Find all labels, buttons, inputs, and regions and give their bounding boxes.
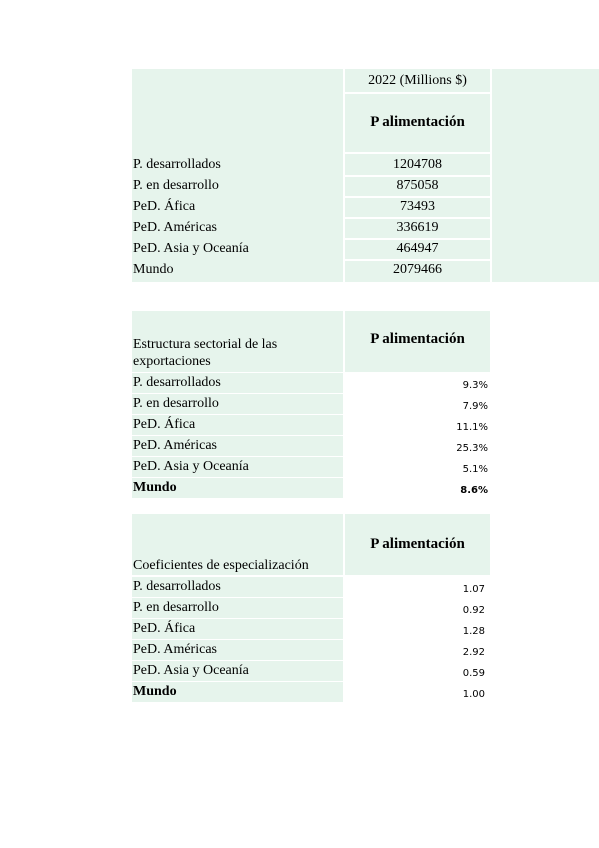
table3-row-label-total: Mundo (133, 684, 177, 699)
table3-title: Coeficientes de especialización (133, 558, 309, 573)
table1-row-value: 1204708 (393, 157, 442, 172)
table1-header-divider (345, 92, 490, 94)
table3-row-value: 0.59 (462, 668, 485, 679)
table3-row-value: 1.07 (462, 584, 485, 595)
table1-row-divider (345, 238, 490, 240)
table1-row-value: 73493 (400, 199, 435, 214)
table1-row-label: PeD. Asia y Oceanía (133, 241, 249, 256)
table1-row-value: 464947 (396, 241, 439, 256)
table2-row-value: 11.1% (456, 422, 488, 433)
table3-title-cell (132, 514, 343, 575)
table3-row-label-bg (132, 577, 343, 597)
table2-row-label: P. desarrollados (133, 375, 221, 390)
table1-row-value: 2079466 (393, 262, 442, 277)
table1-row-label: P. en desarrollo (133, 178, 219, 193)
table3-row-label-bg (132, 661, 343, 681)
table2-title-cell (132, 311, 343, 372)
table3-row-value: 2.92 (462, 647, 485, 658)
table1-row-label: PeD. Áfica (133, 199, 196, 214)
table2-row-label-bg (132, 394, 343, 414)
table3-row-label-bg (132, 619, 343, 639)
table2-title: Estructura sectorial de las exportacione… (133, 337, 278, 369)
table1-row-value: 875058 (396, 178, 439, 193)
table3-row-label-bg (132, 682, 343, 702)
table3-row-label: PeD. Áfica (133, 621, 196, 636)
table3-row-label-bg (132, 640, 343, 660)
table1-row-label: Mundo (133, 262, 174, 277)
table2-row-value-total: 8.6% (460, 485, 488, 496)
table2-row-label-bg (132, 415, 343, 435)
table1-row-divider (345, 196, 490, 198)
table2-row-label-bg (132, 436, 343, 456)
table1-subheader-divider (345, 152, 490, 154)
table1-row-label: P. desarrollados (133, 157, 221, 172)
table2-row-label-bg (132, 457, 343, 477)
table3-row-value-total: 1.00 (462, 689, 485, 700)
table2-row-value: 9.3% (462, 380, 488, 391)
table2-row-label: PeD. Américas (133, 438, 217, 453)
table1-row-label: PeD. Américas (133, 220, 217, 235)
table2-row-label-bg (132, 373, 343, 393)
table3-row-value: 1.28 (462, 626, 485, 637)
table2-row-value: 25.3% (456, 443, 488, 454)
table3-header-cell (345, 514, 490, 575)
table1-year-header: 2022 (Millions $) (368, 73, 467, 88)
table2-header-cell (345, 311, 490, 372)
table3-row-value: 0.92 (462, 605, 485, 616)
table2-row-label: PeD. Áfica (133, 417, 196, 432)
table1-row-divider (345, 175, 490, 177)
table3-row-label: P. en desarrollo (133, 600, 219, 615)
table3-column-header: P alimentación (370, 536, 465, 552)
table2-row-value: 5.1% (462, 464, 488, 475)
table1-column-header: P alimentación (370, 114, 465, 130)
table2-row-label-total: Mundo (133, 480, 177, 495)
table1-row-divider (345, 217, 490, 219)
table3-row-label: P. desarrollados (133, 579, 221, 594)
table1-row-value: 336619 (396, 220, 439, 235)
table2-row-label-bg (132, 478, 343, 498)
table3-row-label: PeD. Asia y Oceanía (133, 663, 249, 678)
table1-col-divider (343, 69, 345, 282)
table2-column-header: P alimentación (370, 331, 465, 347)
table2-row-label: P. en desarrollo (133, 396, 219, 411)
table1-row-divider (345, 259, 490, 261)
table3-row-label-bg (132, 598, 343, 618)
table3-row-label: PeD. Américas (133, 642, 217, 657)
table1-col-divider-right (490, 69, 492, 282)
table2-row-label: PeD. Asia y Oceanía (133, 459, 249, 474)
table2-row-value: 7.9% (462, 401, 488, 412)
